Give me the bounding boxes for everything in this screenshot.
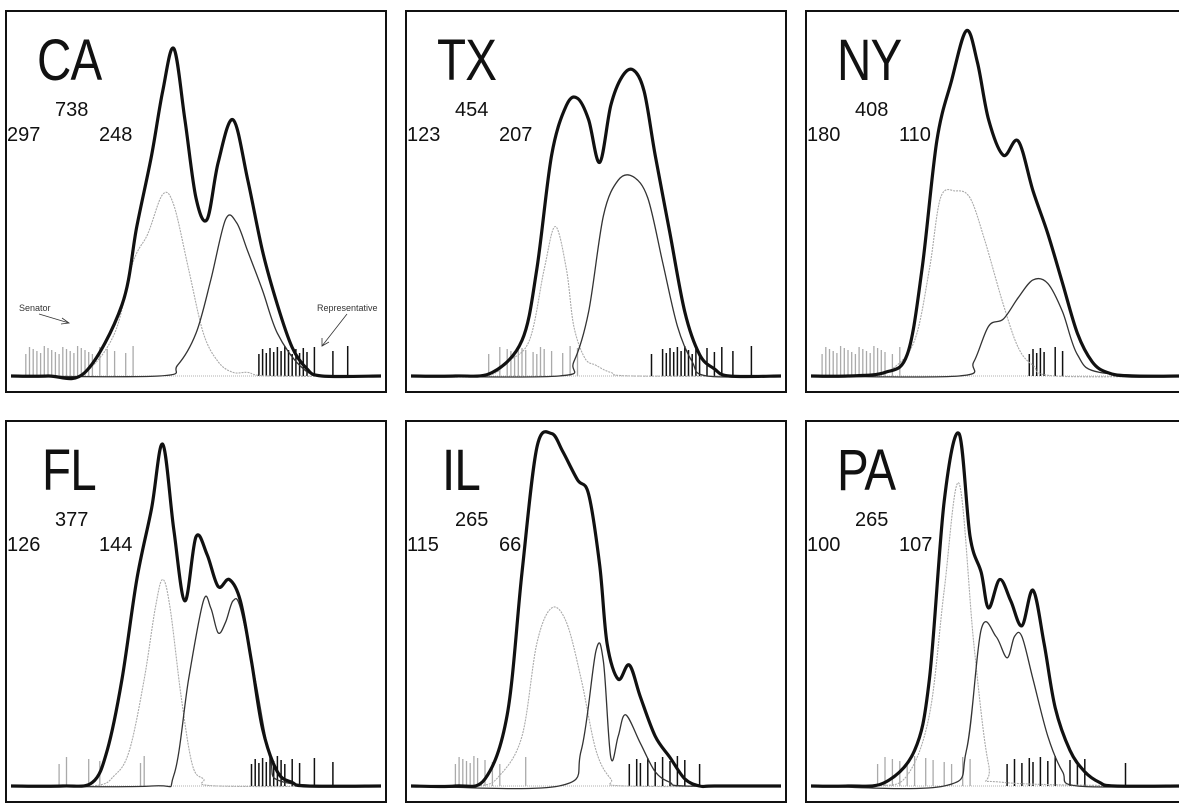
series-line-combined <box>410 67 782 379</box>
panel-plot <box>10 46 382 381</box>
state-label: CA <box>37 28 102 93</box>
count-left: 126 <box>7 534 41 556</box>
panel-ca: CA 738 297 248 Senator Representative <box>5 10 387 393</box>
panel-fl: FL 377 126 144 <box>5 420 387 803</box>
count-left: 297 <box>7 124 41 146</box>
panel-plot <box>410 67 782 379</box>
count-left: 115 <box>407 534 439 556</box>
state-label: IL <box>442 438 481 503</box>
count-right: 248 <box>99 124 133 146</box>
series-line-senators <box>810 188 1179 378</box>
count-right: 144 <box>99 534 133 556</box>
series-line-senators <box>810 482 1179 788</box>
series-line-representatives <box>410 174 782 378</box>
count-left: 100 <box>807 534 841 556</box>
series-line-combined <box>410 430 782 789</box>
count-left: 123 <box>407 124 441 146</box>
panel-ny: NY 408 180 110 <box>805 10 1179 393</box>
panel-plot <box>10 442 382 788</box>
series-line-senators <box>410 225 782 378</box>
senator-annotation: Senator <box>19 303 51 313</box>
state-label: PA <box>837 438 896 503</box>
panel-pa: PA 265 100 107 <box>805 420 1179 803</box>
state-label: TX <box>437 28 497 93</box>
state-label: NY <box>837 28 902 93</box>
panel-plot <box>810 431 1179 790</box>
count-middle: 265 <box>455 509 489 531</box>
series-line-combined <box>810 431 1179 788</box>
representative-annotation: Representative <box>317 303 378 313</box>
count-middle: 377 <box>55 509 89 531</box>
series-line-representatives <box>10 214 382 378</box>
count-middle: 738 <box>55 99 89 121</box>
count-middle: 454 <box>455 99 489 121</box>
count-middle: 408 <box>855 99 889 121</box>
count-right: 110 <box>899 124 931 146</box>
count-right: 107 <box>899 534 933 556</box>
series-line-combined <box>10 46 382 381</box>
count-middle: 265 <box>855 509 889 531</box>
count-right: 66 <box>499 534 522 556</box>
panel-plot <box>410 430 782 790</box>
panel-il: IL 265 115 66 <box>405 420 787 803</box>
count-left: 180 <box>807 124 841 146</box>
state-label: FL <box>42 438 97 503</box>
series-line-representatives <box>810 621 1179 790</box>
series-line-senators <box>10 578 382 788</box>
series-line-combined <box>810 29 1179 378</box>
count-right: 207 <box>499 124 533 146</box>
series-line-combined <box>10 442 382 788</box>
series-line-senators <box>410 606 782 788</box>
panel-plot <box>810 29 1179 378</box>
panel-tx: TX 454 123 207 <box>405 10 787 393</box>
series-line-representatives <box>410 642 782 790</box>
series-line-representatives <box>810 277 1179 378</box>
